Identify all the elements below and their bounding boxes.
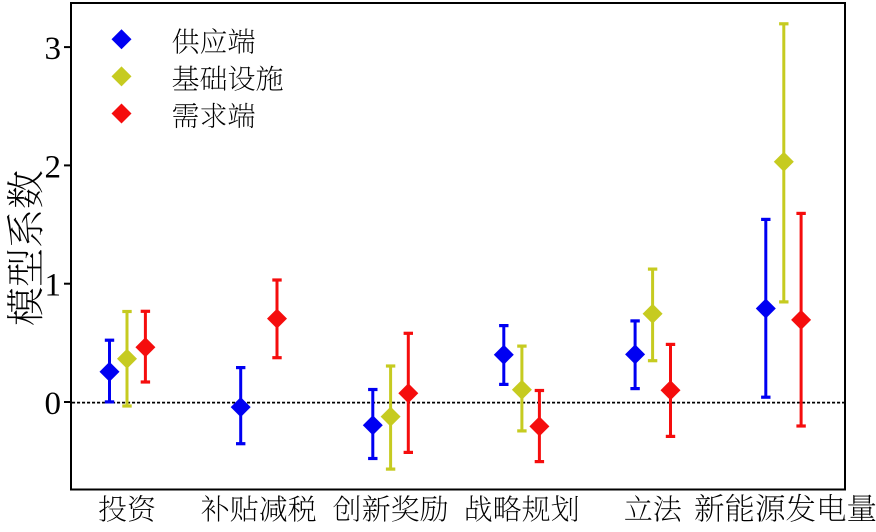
svg-text:1: 1 xyxy=(45,268,62,304)
svg-text:2: 2 xyxy=(45,149,62,185)
svg-text:3: 3 xyxy=(45,31,62,67)
svg-text:0: 0 xyxy=(45,386,62,422)
